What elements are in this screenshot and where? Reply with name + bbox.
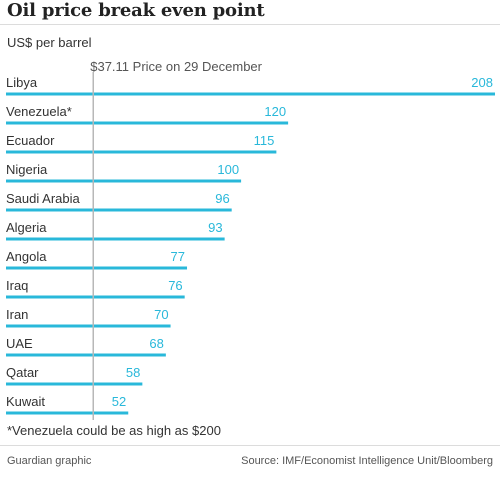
bar: [6, 150, 277, 154]
title-divider: [0, 24, 500, 25]
category-label: Kuwait: [6, 394, 45, 409]
category-label: Qatar: [6, 365, 39, 380]
data-label: 68: [149, 336, 163, 351]
credit-label: Guardian graphic: [7, 455, 92, 467]
category-label: Libya: [6, 75, 38, 90]
data-label: 58: [126, 365, 140, 380]
data-label: 100: [217, 162, 239, 177]
category-label: UAE: [6, 336, 33, 351]
footnote: *Venezuela could be as high as $200: [7, 423, 221, 438]
footer-divider: [0, 445, 500, 446]
bar: [6, 324, 171, 328]
unit-label: US$ per barrel: [7, 35, 92, 50]
source-label: Source: IMF/Economist Intelligence Unit/…: [241, 455, 493, 467]
bar: [6, 353, 166, 357]
category-label: Ecuador: [6, 133, 55, 148]
bar: [6, 179, 242, 183]
bar-chart: Libya 208 Venezuela* 120 Ecuador 115 Nigeria 10…: [6, 59, 495, 420]
data-label: 96: [215, 191, 229, 206]
category-label: Iran: [6, 307, 28, 322]
category-label: Angola: [6, 249, 47, 264]
bar: [6, 411, 129, 415]
chart-title: Oil price break even point: [7, 0, 265, 21]
bar: [6, 92, 495, 96]
bar: [6, 208, 232, 212]
data-label: 93: [208, 220, 222, 235]
data-label: 208: [471, 75, 493, 90]
bar: [6, 295, 185, 299]
data-label: 115: [254, 133, 275, 148]
category-label: Venezuela*: [6, 104, 72, 119]
bar: [6, 266, 188, 270]
category-label: Saudi Arabia: [6, 191, 80, 206]
category-label: Iraq: [6, 278, 28, 293]
data-label: 52: [112, 394, 126, 409]
data-label: 76: [168, 278, 182, 293]
data-label: 70: [154, 307, 168, 322]
data-label: 120: [264, 104, 286, 119]
bar: [6, 237, 225, 241]
bar: [6, 121, 289, 125]
bar: [6, 382, 143, 386]
data-label: 77: [171, 249, 185, 264]
category-label: Algeria: [6, 220, 47, 235]
category-label: Nigeria: [6, 162, 48, 177]
reference-label: $37.11 Price on 29 December: [90, 59, 262, 74]
